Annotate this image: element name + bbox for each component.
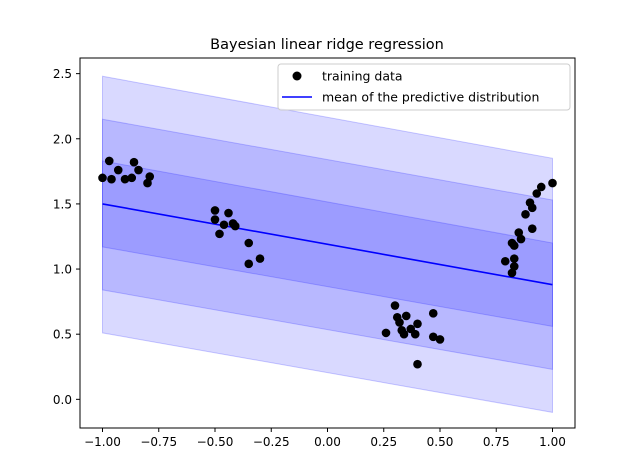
training-data-point (399, 329, 409, 339)
x-tick-label: −0.75 (140, 435, 177, 449)
training-data-point (395, 318, 404, 327)
training-data-point (521, 210, 530, 219)
training-data-point (548, 178, 557, 188)
x-tick-label: 1.00 (539, 435, 566, 449)
x-tick-label: 0.25 (370, 435, 397, 449)
training-data-point (210, 215, 220, 224)
training-data-point (107, 174, 116, 184)
legend-marker-training-data (292, 71, 302, 81)
training-data-point (244, 238, 254, 248)
predictive-mean-line-group (102, 203, 553, 286)
training-data-point (219, 220, 229, 230)
y-tick-label: 1.0 (53, 263, 72, 277)
training-data-point (536, 182, 546, 192)
legend-box (277, 63, 571, 111)
x-tick-label: 0.50 (427, 435, 454, 449)
training-data-point (516, 234, 526, 244)
y-tick-label: 2.5 (53, 67, 72, 81)
y-axis: 0.0 0.5 1.0 1.5 2.0 2.5 (53, 67, 80, 407)
x-tick-label: −1.00 (84, 435, 121, 449)
x-tick-label: 0.00 (314, 435, 341, 449)
training-data-point (514, 228, 524, 237)
training-data-point (401, 311, 411, 321)
y-tick-label: 0.5 (53, 328, 72, 342)
training-data-point (98, 173, 107, 183)
x-tick-label: −0.50 (197, 435, 234, 449)
training-data-point (113, 165, 123, 175)
training-data-point (428, 309, 438, 318)
chart-title: Bayesian linear ridge regression (210, 37, 444, 53)
x-tick-label: −0.25 (253, 435, 290, 449)
training-data-point (390, 301, 400, 310)
training-data-points (98, 156, 557, 369)
training-data-point (255, 254, 265, 263)
y-tick-label: 2.0 (53, 132, 72, 146)
training-data-point (210, 206, 220, 215)
legend-label-training-data: training data (322, 69, 403, 84)
training-data-point (410, 329, 420, 339)
x-tick-label: 0.75 (483, 435, 510, 449)
training-data-point (230, 221, 240, 231)
legend-label-mean: mean of the predictive distribution (322, 90, 539, 105)
training-data-point (143, 178, 152, 188)
training-data-point (129, 157, 139, 167)
training-data-point (104, 156, 114, 166)
training-data-point (134, 165, 143, 175)
training-data-point (381, 328, 391, 338)
predictive-mean-line (102, 203, 553, 286)
training-data-point (507, 268, 517, 278)
training-data-point (224, 208, 233, 218)
training-data-point (120, 174, 130, 184)
training-data-point (527, 203, 537, 213)
training-data-point (435, 335, 445, 344)
training-data-point (428, 332, 438, 342)
training-data-point (532, 189, 542, 198)
y-tick-label: 1.5 (53, 197, 72, 211)
training-data-point (509, 241, 519, 250)
legend: training data mean of the predictive dis… (277, 63, 571, 111)
training-data-point (509, 262, 519, 271)
training-data-point (527, 224, 537, 233)
x-axis: −1.00 −0.75 −0.50 −0.25 0.00 0.25 0.50 0.75 1.00 (84, 428, 566, 449)
training-data-point (413, 319, 422, 329)
training-data-point (145, 172, 155, 181)
y-tick-label: 0.0 (53, 393, 72, 407)
training-data-point (244, 259, 254, 269)
training-data-point (509, 254, 519, 263)
training-data-point (215, 229, 224, 239)
training-data-point (500, 256, 510, 266)
training-data-point (413, 359, 422, 369)
training-data-point (127, 173, 137, 183)
